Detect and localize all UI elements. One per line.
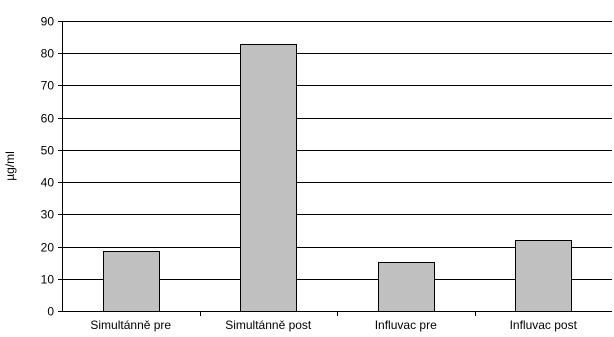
- y-tick-label: 10: [41, 273, 55, 287]
- y-tick-label: 0: [47, 305, 54, 319]
- y-tick-label: 30: [41, 208, 55, 222]
- y-tick-label: 40: [41, 176, 55, 190]
- y-tick-label: 70: [41, 79, 55, 93]
- y-axis-title: µg/ml: [3, 151, 17, 181]
- y-tick-labels: 0 10 20 30 40 50 60 70 80 90: [41, 15, 55, 319]
- y-tick-label: 80: [41, 47, 55, 61]
- x-category-label: Simultánně pre: [90, 318, 171, 332]
- bars: [103, 44, 572, 312]
- bar-2: [240, 44, 297, 312]
- x-category-labels: Simultánně pre Simultánně post Influvac pr…: [90, 318, 577, 332]
- y-tick-label: 60: [41, 112, 55, 126]
- x-category-label: Influvac pre: [375, 318, 437, 332]
- y-tick-label: 90: [41, 15, 55, 29]
- y-tick-label: 50: [41, 144, 55, 158]
- x-category-label: Influvac post: [510, 318, 578, 332]
- y-tick-label: 20: [41, 241, 55, 255]
- bar-4: [515, 240, 572, 312]
- axes: [62, 21, 612, 312]
- x-category-label: Simultánně post: [225, 318, 312, 332]
- bar-3: [378, 262, 435, 312]
- bar-1: [103, 251, 160, 312]
